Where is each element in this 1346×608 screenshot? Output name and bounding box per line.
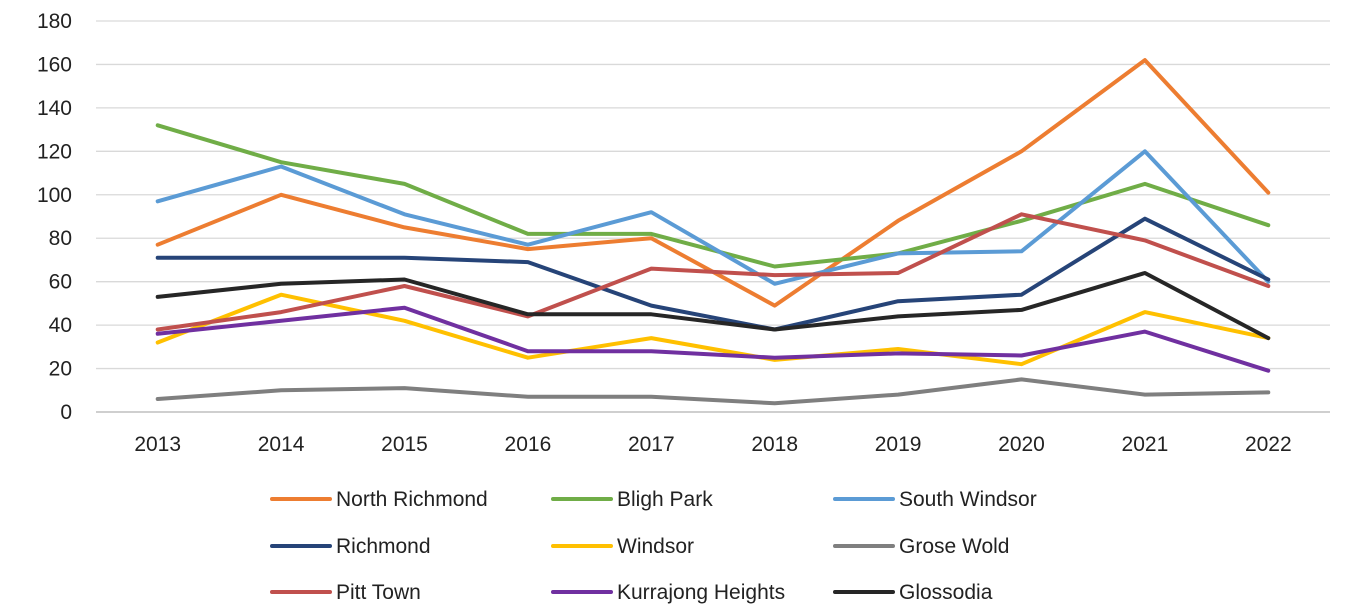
legend-item: Pitt Town — [270, 581, 421, 604]
legend-label: Windsor — [617, 535, 694, 558]
legend-label: South Windsor — [899, 488, 1037, 511]
x-tick-label: 2022 — [1245, 433, 1292, 456]
y-tick-label: 180 — [37, 10, 72, 33]
legend-item: Bligh Park — [551, 488, 713, 511]
legend-item: Grose Wold — [833, 535, 1010, 558]
y-tick-label: 160 — [37, 53, 72, 76]
legend-label: Kurrajong Heights — [617, 581, 785, 604]
x-tick-label: 2021 — [1122, 433, 1169, 456]
y-tick-label: 20 — [49, 358, 72, 381]
legend-item: Windsor — [551, 535, 694, 558]
x-tick-label: 2016 — [505, 433, 552, 456]
legend-item: South Windsor — [833, 488, 1037, 511]
y-tick-label: 100 — [37, 184, 72, 207]
series-line-richmond — [155, 216, 1271, 332]
series-line-south-windsor — [155, 149, 1271, 286]
y-tick-label: 0 — [60, 401, 72, 424]
series-line-kurrajong-heights — [155, 305, 1271, 373]
series-line-pitt-town — [155, 212, 1271, 332]
legend-label: Pitt Town — [336, 581, 421, 604]
y-tick-label: 40 — [49, 314, 72, 337]
legend: North Richmond Bligh Park South Windsor Ric… — [270, 488, 1037, 604]
legend-label: Glossodia — [899, 581, 993, 604]
legend-label: Richmond — [336, 535, 431, 558]
series-lines — [155, 58, 1271, 406]
x-tick-label: 2020 — [998, 433, 1045, 456]
y-tick-label: 60 — [49, 271, 72, 294]
legend-label: Bligh Park — [617, 488, 713, 511]
series-line-glossodia — [155, 271, 1271, 341]
x-tick-label: 2017 — [628, 433, 675, 456]
legend-item: Glossodia — [833, 581, 993, 604]
y-tick-label: 140 — [37, 97, 72, 120]
legend-item: Kurrajong Heights — [551, 581, 785, 604]
y-tick-label: 80 — [49, 227, 72, 250]
legend-label: Grose Wold — [899, 535, 1010, 558]
y-tick-label: 120 — [37, 140, 72, 163]
x-tick-label: 2013 — [134, 433, 181, 456]
x-tick-label: 2019 — [875, 433, 922, 456]
legend-label: North Richmond — [336, 488, 488, 511]
legend-item: North Richmond — [270, 488, 488, 511]
x-tick-label: 2015 — [381, 433, 428, 456]
series-line-grose-wold — [155, 377, 1271, 406]
series-line-windsor — [155, 292, 1271, 367]
x-tick-label: 2018 — [751, 433, 798, 456]
y-axis-tick-labels: 0 20 40 60 80 100 120 140 160 180 — [37, 10, 72, 424]
x-axis-tick-labels: 2013 2014 2015 2016 2017 2018 2019 2020 2021 2022 — [134, 433, 1291, 456]
legend-item: Richmond — [270, 535, 431, 558]
x-tick-label: 2014 — [258, 433, 305, 456]
